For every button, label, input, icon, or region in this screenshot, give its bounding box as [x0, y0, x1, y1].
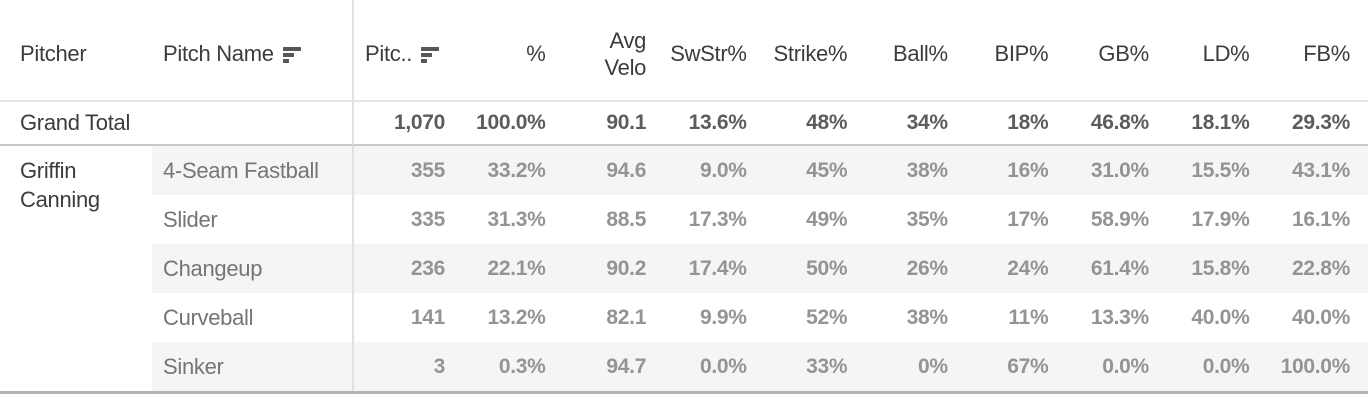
- column-header-pct-label: %: [526, 41, 546, 66]
- stat-cell: 16.1%: [1291, 207, 1350, 231]
- stat-cell: 49%: [806, 207, 848, 231]
- grand-total-ball: 34%: [865, 102, 966, 146]
- column-header-ld-label: LD%: [1202, 41, 1250, 66]
- column-header-fb-label: FB%: [1303, 41, 1350, 66]
- grand-total-bip: 18%: [965, 102, 1067, 146]
- stat-cell: 13.2%: [487, 305, 546, 329]
- column-header-pitcher-label: Pitcher: [20, 41, 87, 66]
- pitch-name-cell: Slider: [163, 206, 218, 232]
- stat-cell: 236: [352, 244, 463, 293]
- grand-total-pct: 100.0%: [463, 102, 564, 146]
- stat-cell: 3: [352, 342, 463, 391]
- stat-cell: 355: [352, 146, 463, 195]
- column-header-pct[interactable]: %: [463, 0, 564, 102]
- stat-cell: 22.1%: [463, 244, 564, 293]
- stat-cell: 0.3%: [463, 342, 564, 391]
- stat-cell: 31.0%: [1066, 146, 1167, 195]
- stat-cell: 82.1: [606, 305, 647, 329]
- column-header-pitches-label: Pitc..: [365, 41, 413, 66]
- column-header-strike-label: Strike%: [773, 41, 848, 66]
- column-header-swstr-label: SwStr%: [670, 41, 747, 66]
- grand-total-avg-velo: 90.1: [563, 102, 665, 146]
- column-header-avg-velo[interactable]: Avg Velo: [563, 0, 665, 102]
- stat-cell: 88.5: [606, 207, 647, 231]
- column-header-pitches[interactable]: Pitc..: [352, 0, 463, 102]
- stat-cell: 50%: [764, 244, 866, 293]
- grand-total-gb: 46.8%: [1066, 102, 1167, 146]
- grand-total-strike: 48%: [764, 102, 866, 146]
- stat-cell: 52%: [806, 305, 848, 329]
- column-header-ball-label: Ball%: [893, 41, 948, 66]
- column-header-fb[interactable]: FB%: [1267, 0, 1368, 102]
- stat-cell: 38%: [906, 305, 948, 329]
- pitcher-name-cell: Griffin Canning: [20, 158, 100, 212]
- stat-cell: 17%: [1007, 207, 1049, 231]
- column-header-strike[interactable]: Strike%: [764, 0, 866, 102]
- stat-cell: 16%: [965, 146, 1067, 195]
- column-header-swstr[interactable]: SwStr%: [664, 0, 765, 102]
- sort-descending-icon[interactable]: [421, 47, 440, 63]
- pitch-stats-table: Pitcher Pitch Name Pitc.. % Avg Velo SwS…: [0, 0, 1368, 394]
- pitch-name-cell: Changeup: [152, 244, 352, 293]
- grand-total-swstr: 13.6%: [664, 102, 765, 146]
- stat-cell: 38%: [865, 146, 966, 195]
- stat-cell: 26%: [865, 244, 966, 293]
- pitch-name-cell: 4-Seam Fastball: [152, 146, 352, 195]
- stat-cell: 35%: [906, 207, 948, 231]
- pitch-name-cell: Curveball: [163, 304, 254, 330]
- stat-cell: 40.0%: [1291, 305, 1350, 329]
- stat-cell: 43.1%: [1267, 146, 1368, 195]
- stat-cell: 100.0%: [1267, 342, 1368, 391]
- stat-cell: 13.3%: [1090, 305, 1149, 329]
- stat-cell: 9.9%: [699, 305, 747, 329]
- stat-cell: 33.2%: [463, 146, 564, 195]
- stat-cell: 0.0%: [1066, 342, 1167, 391]
- stat-cell: 45%: [764, 146, 866, 195]
- grand-total-fb: 29.3%: [1267, 102, 1368, 146]
- stat-cell: 9.0%: [664, 146, 765, 195]
- grand-total-label: Grand Total: [0, 102, 352, 146]
- grand-total-ld: 18.1%: [1166, 102, 1268, 146]
- stat-cell: 61.4%: [1066, 244, 1167, 293]
- stat-cell: 0.0%: [664, 342, 765, 391]
- grand-total-pitches: 1,070: [352, 102, 463, 146]
- column-header-pitcher[interactable]: Pitcher: [0, 0, 152, 102]
- stat-cell: 17.9%: [1191, 207, 1250, 231]
- pitch-name-cell: Sinker: [152, 342, 352, 391]
- stat-cell: 31.3%: [487, 207, 546, 231]
- stat-cell: 94.6: [563, 146, 665, 195]
- stat-cell: 24%: [965, 244, 1067, 293]
- stat-cell: 67%: [965, 342, 1067, 391]
- stat-cell: 58.9%: [1090, 207, 1149, 231]
- stat-cell: 90.2: [563, 244, 665, 293]
- column-header-ball[interactable]: Ball%: [865, 0, 966, 102]
- column-header-pitch-name[interactable]: Pitch Name: [152, 0, 352, 102]
- column-header-bip-label: BIP%: [994, 41, 1049, 66]
- stat-cell: 15.8%: [1166, 244, 1268, 293]
- column-header-avg-velo-label: Avg Velo: [604, 28, 647, 80]
- stat-cell: 11%: [1008, 305, 1049, 329]
- column-header-gb-label: GB%: [1098, 41, 1149, 66]
- stat-cell: 33%: [764, 342, 866, 391]
- stat-cell: 15.5%: [1166, 146, 1268, 195]
- sort-descending-icon[interactable]: [282, 47, 301, 63]
- column-header-bip[interactable]: BIP%: [965, 0, 1067, 102]
- column-header-pitch-name-label: Pitch Name: [163, 41, 274, 66]
- column-header-ld[interactable]: LD%: [1166, 0, 1268, 102]
- stat-cell: 335: [352, 195, 463, 244]
- stat-cell: 17.3%: [688, 207, 747, 231]
- stat-cell: 0.0%: [1166, 342, 1268, 391]
- stat-cell: 141: [352, 293, 463, 342]
- column-header-gb[interactable]: GB%: [1066, 0, 1167, 102]
- stat-cell: 94.7: [563, 342, 665, 391]
- stat-cell: 22.8%: [1267, 244, 1368, 293]
- stat-cell: 17.4%: [664, 244, 765, 293]
- stat-cell: 0%: [865, 342, 966, 391]
- stat-cell: 40.0%: [1191, 305, 1250, 329]
